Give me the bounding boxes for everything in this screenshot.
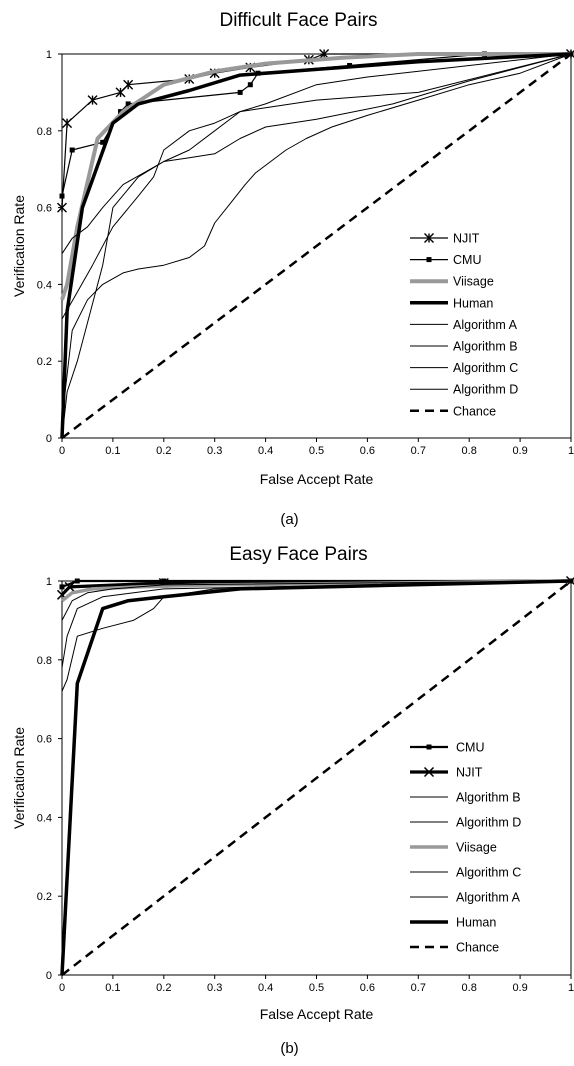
series-marker-cmu bbox=[248, 82, 253, 87]
y-tick-label: 1 bbox=[46, 576, 52, 588]
y-axis-label: Verification Rate bbox=[11, 195, 27, 297]
x-tick-label: 0.5 bbox=[309, 445, 324, 457]
series-marker-cmu bbox=[60, 194, 65, 199]
x-axis-label: False Accept Rate bbox=[260, 1006, 374, 1022]
y-tick-label: 0.6 bbox=[37, 734, 52, 746]
x-tick-label: 0.1 bbox=[105, 445, 120, 457]
legend-label-viisage: Viisage bbox=[453, 275, 494, 289]
x-tick-label: 0.7 bbox=[411, 982, 426, 994]
chart-title: Difficult Face Pairs bbox=[219, 10, 377, 31]
x-tick-label: 0.1 bbox=[105, 982, 120, 994]
legend-label-algorithm-c: Algorithm C bbox=[456, 866, 521, 880]
legend: NJIT CMU Viisage Human Algorithm A Algorithm … bbox=[410, 232, 518, 419]
series-marker-cmu bbox=[238, 90, 243, 95]
x-tick-label: 0.7 bbox=[411, 445, 426, 457]
x-tick-label: 1 bbox=[568, 982, 574, 994]
legend-label-njit: NJIT bbox=[456, 766, 483, 780]
series-marker-cmu bbox=[60, 584, 65, 589]
series-marker-cmu bbox=[70, 148, 75, 153]
legend: CMU NJIT Algorithm B Algorithm D Viisage Algo… bbox=[410, 741, 521, 955]
legend-label-algorithm-a: Algorithm A bbox=[456, 891, 521, 905]
series-line-njit bbox=[62, 54, 571, 208]
x-tick-label: 0.8 bbox=[462, 982, 477, 994]
legend-label-human: Human bbox=[456, 916, 496, 930]
series-line-algorithm-b bbox=[62, 54, 571, 319]
x-tick-label: 0.2 bbox=[156, 445, 171, 457]
x-tick-label: 0 bbox=[59, 982, 65, 994]
legend-label-human: Human bbox=[453, 296, 493, 310]
legend-label-algorithm-b: Algorithm B bbox=[456, 791, 521, 805]
legend-label-algorithm-d: Algorithm D bbox=[456, 816, 521, 830]
y-tick-label: 0 bbox=[46, 433, 52, 445]
y-tick-label: 0.6 bbox=[37, 203, 52, 215]
figure-caption: (b) bbox=[280, 1040, 298, 1057]
y-tick-label: 0.2 bbox=[37, 356, 52, 368]
legend-label-algorithm-a: Algorithm A bbox=[453, 318, 518, 332]
y-tick-label: 0.4 bbox=[37, 279, 52, 291]
x-tick-label: 0.2 bbox=[156, 982, 171, 994]
x-axis-label: False Accept Rate bbox=[260, 471, 374, 487]
x-tick-label: 0.3 bbox=[207, 982, 222, 994]
series-line-algorithm-d bbox=[62, 581, 571, 668]
y-axis-label: Verification Rate bbox=[11, 727, 27, 829]
figure-caption: (a) bbox=[280, 511, 298, 528]
x-tick-label: 0.4 bbox=[258, 445, 273, 457]
y-tick-label: 0.8 bbox=[37, 126, 52, 138]
y-tick-label: 1 bbox=[46, 49, 52, 61]
legend-marker-cmu bbox=[427, 257, 432, 262]
x-tick-label: 0.4 bbox=[258, 982, 273, 994]
legend-label-cmu: CMU bbox=[453, 253, 481, 267]
x-tick-label: 0.6 bbox=[360, 445, 375, 457]
legend-label-viisage: Viisage bbox=[456, 841, 497, 855]
x-tick-label: 0.5 bbox=[309, 982, 324, 994]
y-tick-label: 0.8 bbox=[37, 655, 52, 667]
legend-label-algorithm-d: Algorithm D bbox=[453, 383, 518, 397]
series-line-algorithm-a bbox=[62, 581, 571, 691]
series-group bbox=[58, 50, 574, 439]
x-tick-label: 0.9 bbox=[512, 445, 527, 457]
x-tick-label: 0.3 bbox=[207, 445, 222, 457]
y-tick-label: 0.2 bbox=[37, 891, 52, 903]
x-tick-label: 0.8 bbox=[462, 445, 477, 457]
chart-title: Easy Face Pairs bbox=[229, 544, 367, 565]
x-tick-label: 1 bbox=[568, 445, 574, 457]
y-tick-label: 0.4 bbox=[37, 812, 52, 824]
legend-label-algorithm-b: Algorithm B bbox=[453, 340, 518, 354]
legend-label-algorithm-c: Algorithm C bbox=[453, 361, 518, 375]
legend-label-chance: Chance bbox=[453, 404, 496, 418]
series-line-chance bbox=[62, 54, 571, 438]
chart-difficult-face-pairs: Difficult Face Pairs 0 0.1 0.2 0.3 0.4 0.5 0.6 0… bbox=[11, 10, 574, 528]
x-tick-label: 0.9 bbox=[512, 982, 527, 994]
legend-marker-cmu bbox=[427, 745, 432, 750]
series-marker-cmu bbox=[75, 579, 80, 584]
legend-label-njit: NJIT bbox=[453, 232, 480, 246]
series-group bbox=[58, 577, 574, 976]
series-line-cmu bbox=[62, 54, 571, 196]
x-tick-label: 0.6 bbox=[360, 982, 375, 994]
chart-easy-face-pairs: Easy Face Pairs 0 0.1 0.2 0.3 0.4 0.5 0.6 0.7 0.8… bbox=[11, 544, 574, 1057]
x-tick-label: 0 bbox=[59, 445, 65, 457]
legend-label-chance: Chance bbox=[456, 941, 499, 955]
y-tick-label: 0 bbox=[46, 970, 52, 982]
legend-label-cmu: CMU bbox=[456, 741, 484, 755]
